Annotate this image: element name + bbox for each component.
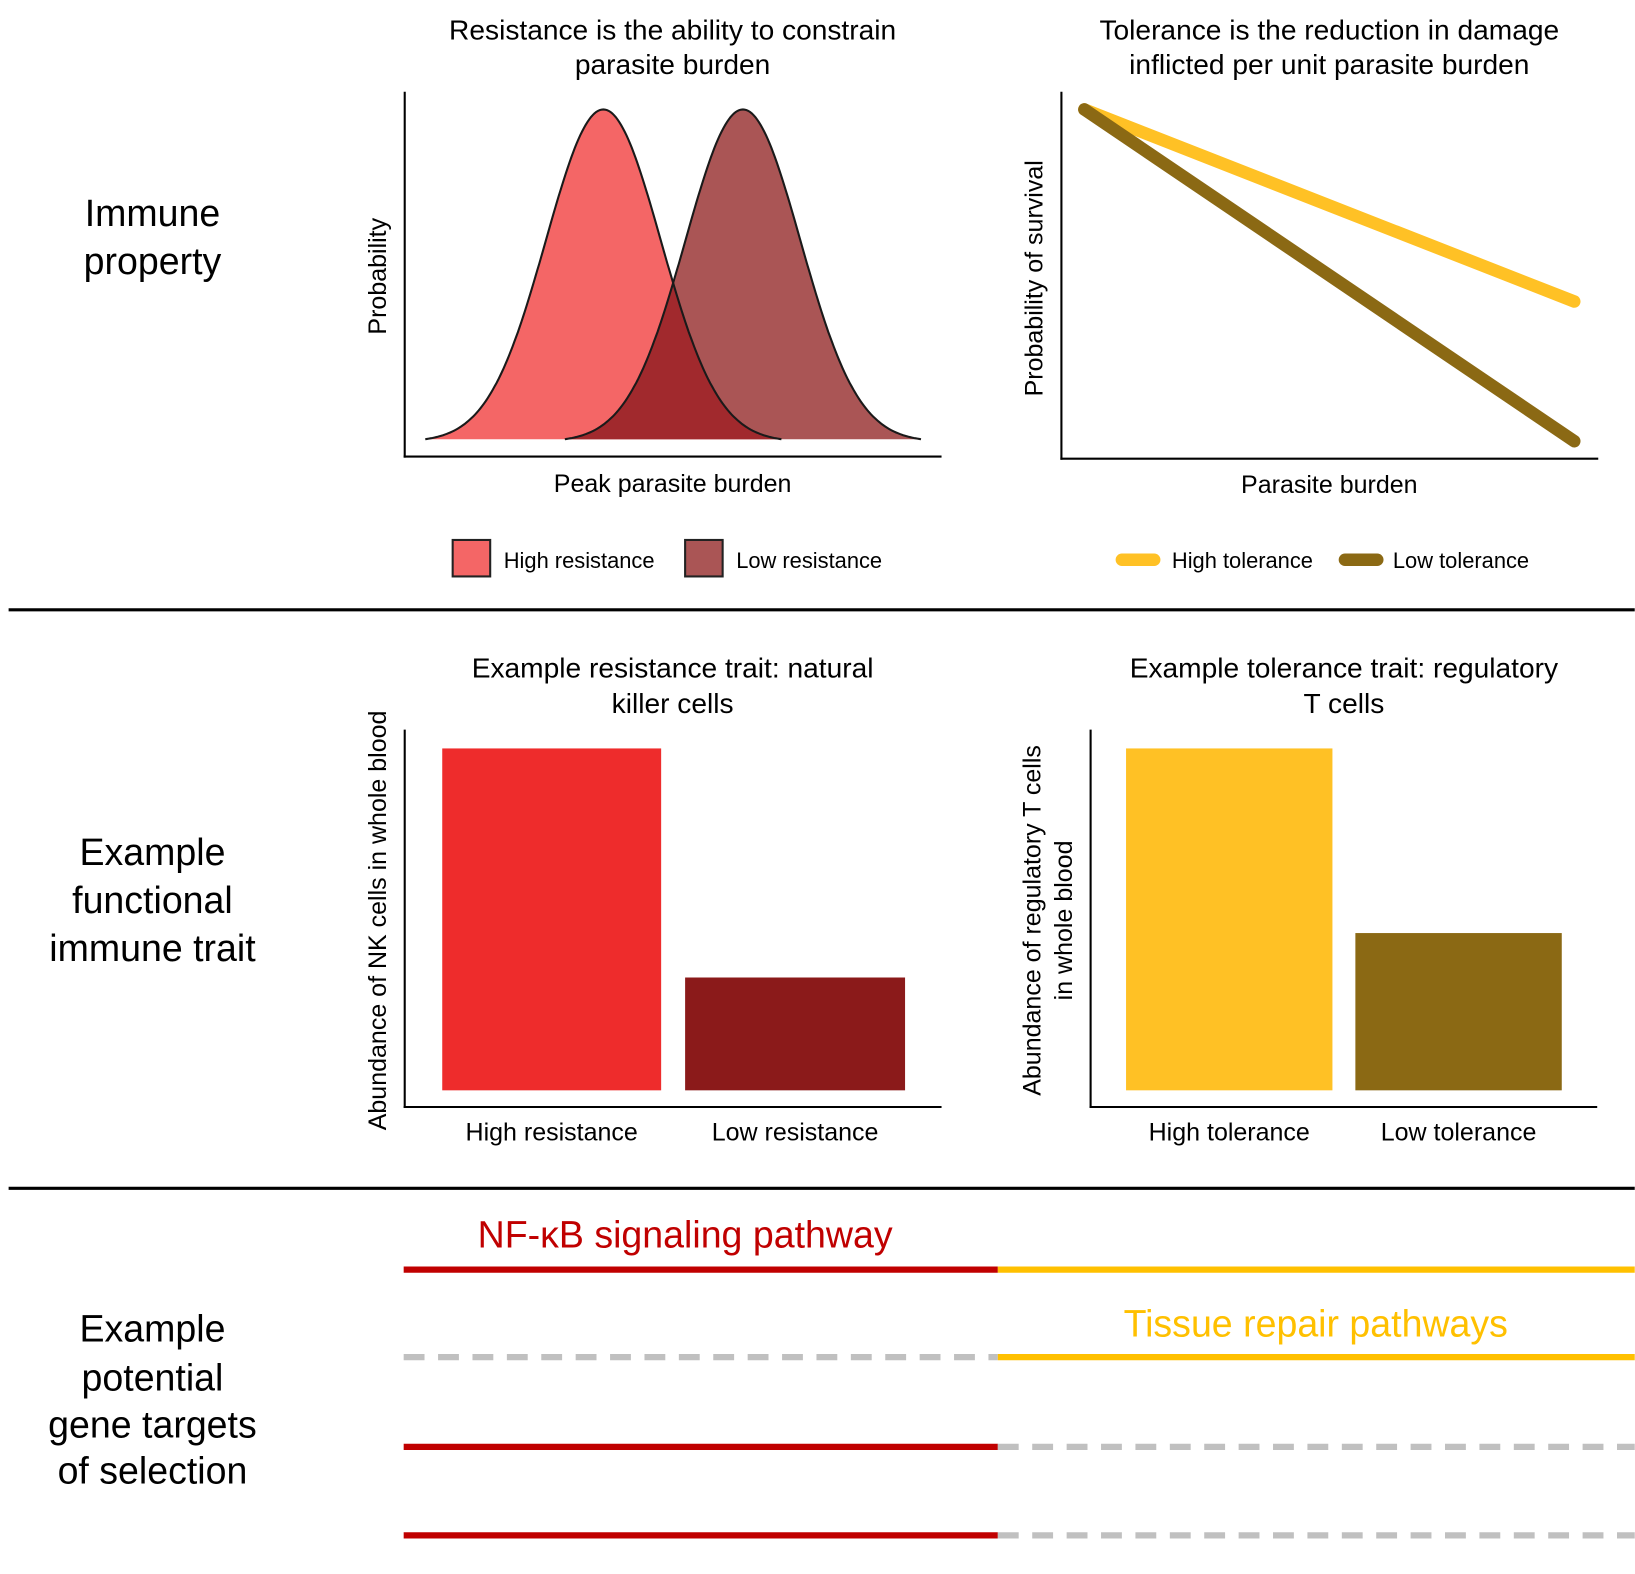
bar-high-tolerance [1126,748,1333,1091]
tolerance-line-chart: Tolerance is the reduction in damage inf… [1021,15,1599,573]
row-label-functional-trait: Example functional immune trait [49,831,256,969]
bar-high-resistance [442,748,662,1091]
row-label-line: gene targets [48,1403,257,1445]
treg-bar-chart: Example tolerance trait: regulatory T ce… [1019,653,1598,1146]
chart-title: T cells [1304,688,1385,719]
row-label-line: Example [79,1308,225,1350]
x-axis-label: Peak parasite burden [554,470,792,498]
gene-targets-panel: NF-κB signaling pathway Tissue repair pa… [403,1214,1635,1539]
legend-label: Low resistance [736,548,882,573]
x-axis-label: Parasite burden [1241,471,1418,499]
tissue-repair-label: Tissue repair pathways [1124,1302,1508,1344]
chart-title: parasite burden [575,49,770,80]
row-label-line: potential [82,1357,224,1399]
legend: High resistance Low resistance [451,538,882,578]
density-curve-low-resistance [564,108,922,441]
legend: High tolerance Low tolerance [1115,548,1529,573]
y-axis-label: Probability [364,217,392,334]
legend-swatch-high-resistance [451,538,492,578]
row-label-line: of selection [58,1449,248,1491]
line-high-tolerance [1078,103,1581,308]
resistance-density-chart: Resistance is the ability to constrain p… [364,15,942,578]
y-axis-label: Abundance of NK cells in whole blood [364,711,392,1131]
x-tick-label: Low tolerance [1381,1118,1537,1146]
row-label-gene-targets: Example potential gene targets of select… [48,1308,257,1492]
nfkb-pathway-label: NF-κB signaling pathway [478,1214,893,1256]
bar-low-resistance [685,977,906,1091]
x-tick-label: Low resistance [712,1118,879,1146]
nk-cell-bar-chart: Example resistance trait: natural killer… [364,653,942,1146]
density-curve-high-resistance [425,108,782,441]
y-axis-label: Abundance of regulatory T cells [1019,745,1047,1096]
chart-title: Resistance is the ability to constrain [449,15,896,46]
chart-title: Example tolerance trait: regulatory [1130,653,1558,684]
x-tick-label: High tolerance [1149,1118,1310,1146]
chart-title: inflicted per unit parasite burden [1129,49,1529,80]
legend-label: Low tolerance [1393,548,1529,573]
chart-title: killer cells [612,688,734,719]
legend-swatch-low-resistance [684,538,724,578]
y-axis-label: in whole blood [1050,841,1078,1001]
legend-label: High resistance [504,548,655,573]
density-overlap-area [564,283,782,440]
x-tick-label: High resistance [466,1118,638,1146]
line-low-tolerance [1078,103,1581,448]
row-label-line: Immune [85,192,221,234]
chart-title: Example resistance trait: natural [472,653,874,684]
chart-title: Tolerance is the reduction in damage [1099,15,1559,46]
bar-low-tolerance [1355,933,1562,1091]
y-axis-label: Probability of survival [1021,160,1049,396]
row-label-immune-property: Immune property [84,192,222,282]
legend-label: High tolerance [1172,548,1313,573]
row-label-line: functional [72,879,233,921]
row-label-line: Example [79,831,225,873]
row-label-line: immune trait [49,927,256,969]
row-label-line: property [84,240,222,282]
